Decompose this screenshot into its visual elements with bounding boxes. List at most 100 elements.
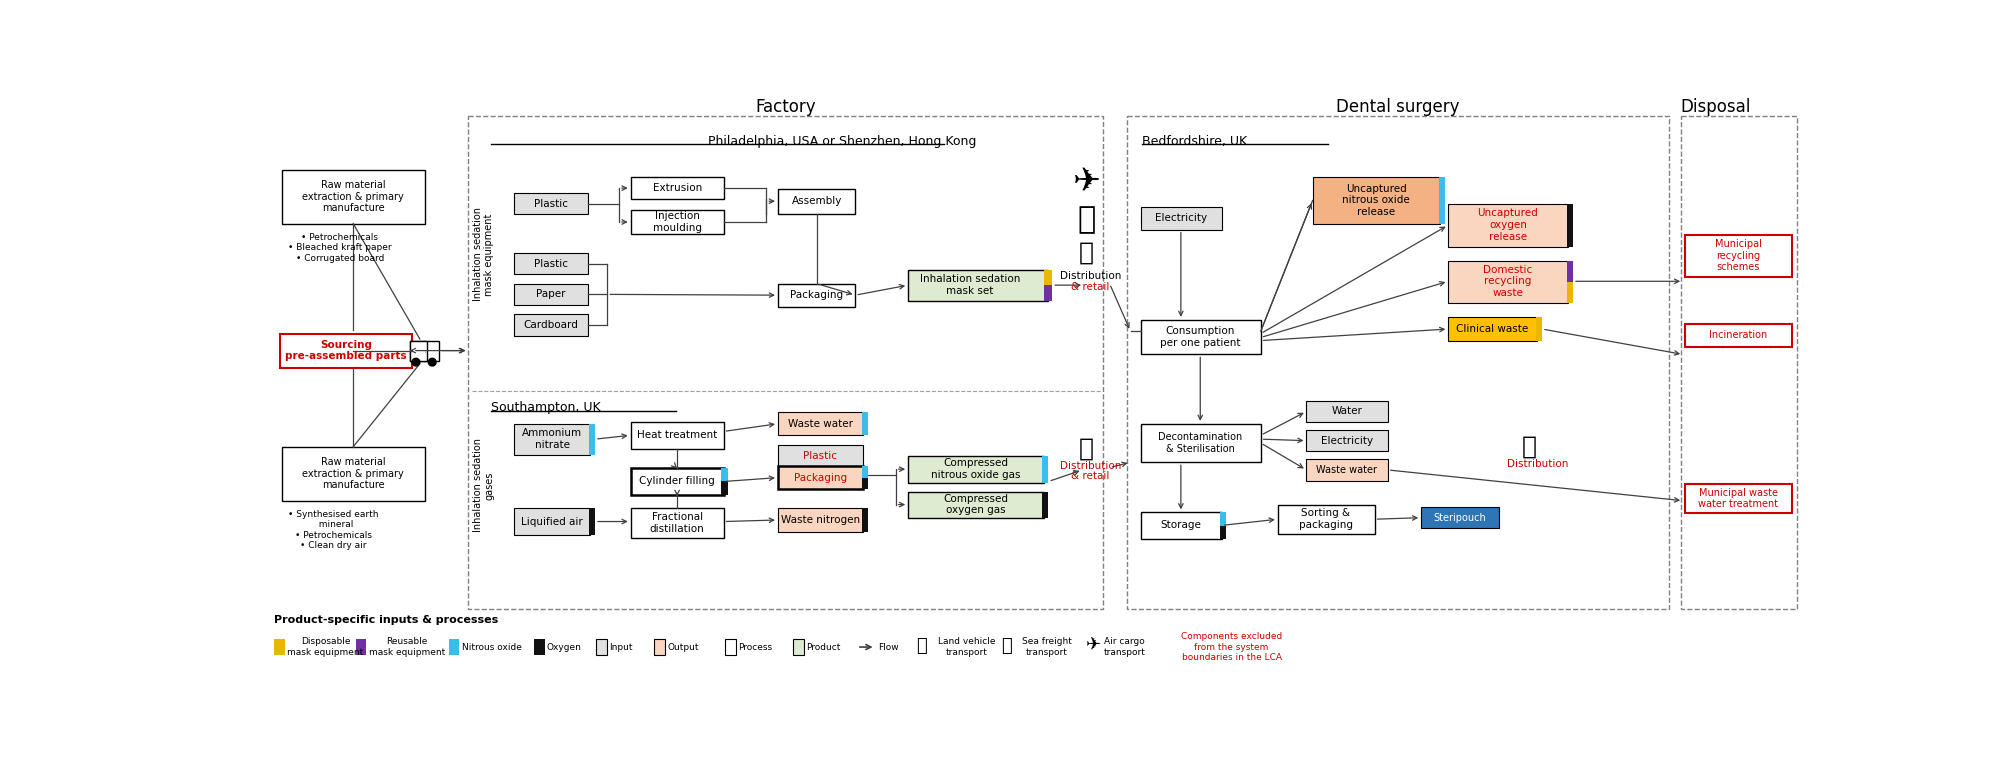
Text: Dental surgery: Dental surgery xyxy=(1337,97,1459,116)
Bar xyxy=(275,639,285,655)
Text: Fractional
distillation: Fractional distillation xyxy=(650,513,704,534)
Text: ⛴: ⛴ xyxy=(1078,205,1096,234)
Bar xyxy=(588,509,594,536)
Text: Oxygen: Oxygen xyxy=(548,642,582,652)
Bar xyxy=(514,424,590,455)
Bar xyxy=(514,193,588,215)
Text: Electricity: Electricity xyxy=(1321,435,1373,445)
Bar xyxy=(514,283,588,305)
Text: Bedfordshire, UK: Bedfordshire, UK xyxy=(1142,135,1246,148)
Text: Reusable
mask equipment: Reusable mask equipment xyxy=(369,638,446,657)
Text: Decontamination
& Sterilisation: Decontamination & Sterilisation xyxy=(1158,432,1242,454)
Text: Electricity: Electricity xyxy=(1154,213,1206,223)
Text: Packaging: Packaging xyxy=(791,290,843,300)
Text: Compressed
oxygen gas: Compressed oxygen gas xyxy=(943,494,1008,516)
Bar xyxy=(1567,205,1573,246)
Text: Raw material
extraction & primary
manufacture: Raw material extraction & primary manufa… xyxy=(303,457,403,490)
Bar xyxy=(907,492,1044,519)
Text: Disposable
mask equipment: Disposable mask equipment xyxy=(287,638,363,657)
Text: Municipal
recycling
schemes: Municipal recycling schemes xyxy=(1714,239,1762,273)
Text: Distribution: Distribution xyxy=(1060,461,1120,471)
Text: Domestic
recycling
waste: Domestic recycling waste xyxy=(1483,265,1533,298)
Text: Uncaptured
oxygen
release: Uncaptured oxygen release xyxy=(1477,208,1537,242)
Bar xyxy=(779,509,863,532)
Bar xyxy=(588,424,594,455)
Bar xyxy=(861,509,867,532)
Text: Compressed
nitrous oxide gas: Compressed nitrous oxide gas xyxy=(931,459,1020,480)
Text: Waste nitrogen: Waste nitrogen xyxy=(781,515,861,525)
Text: Storage: Storage xyxy=(1160,520,1202,530)
Bar xyxy=(1684,323,1792,347)
Text: Uncaptured
nitrous oxide
release: Uncaptured nitrous oxide release xyxy=(1343,184,1411,217)
Text: Product-specific inputs & processes: Product-specific inputs & processes xyxy=(275,615,498,625)
Bar xyxy=(630,469,725,496)
Bar xyxy=(514,252,588,274)
Bar xyxy=(534,639,544,655)
Text: Steripouch: Steripouch xyxy=(1433,513,1487,523)
Bar xyxy=(861,412,867,435)
Bar xyxy=(1449,260,1567,303)
Text: Inhalation sedation
mask equipment: Inhalation sedation mask equipment xyxy=(472,208,494,301)
Text: Input: Input xyxy=(608,642,632,652)
Text: Philadelphia, USA or Shenzhen, Hong Kong: Philadelphia, USA or Shenzhen, Hong Kong xyxy=(708,135,977,148)
Text: ⛴: ⛴ xyxy=(1001,636,1012,655)
Bar xyxy=(281,447,425,501)
Bar xyxy=(630,178,725,199)
Bar xyxy=(1567,260,1573,282)
Bar xyxy=(907,456,1044,483)
Text: Inhalation sedation
mask set: Inhalation sedation mask set xyxy=(919,274,1020,296)
Bar xyxy=(1439,178,1445,224)
Text: Municipal waste
water treatment: Municipal waste water treatment xyxy=(1698,488,1778,510)
Text: Sourcing
pre-assembled parts: Sourcing pre-assembled parts xyxy=(285,340,407,361)
Text: • Synthesised earth
  mineral
• Petrochemicals
• Clean dry air: • Synthesised earth mineral • Petrochemi… xyxy=(289,510,379,550)
Bar xyxy=(861,466,867,478)
Text: Cardboard: Cardboard xyxy=(524,320,578,330)
Text: Paper: Paper xyxy=(536,290,566,300)
Text: Waste water: Waste water xyxy=(789,418,853,428)
Bar xyxy=(1313,178,1441,224)
Text: Plastic: Plastic xyxy=(534,259,568,269)
Text: Ammonium
nitrate: Ammonium nitrate xyxy=(522,428,582,450)
Bar xyxy=(409,340,440,361)
Bar xyxy=(1126,116,1670,608)
Bar xyxy=(1140,424,1260,462)
Text: ✈: ✈ xyxy=(1086,636,1100,655)
Bar xyxy=(1449,205,1567,246)
Text: Incineration: Incineration xyxy=(1710,330,1768,340)
Text: Heat treatment: Heat treatment xyxy=(636,430,716,440)
Text: Components excluded
from the system
boundaries in the LCA: Components excluded from the system boun… xyxy=(1180,632,1282,662)
Text: Process: Process xyxy=(739,642,773,652)
Bar xyxy=(1140,207,1222,230)
Bar xyxy=(1684,484,1792,513)
Text: Cylinder filling: Cylinder filling xyxy=(640,476,714,486)
Bar xyxy=(630,422,725,449)
Text: Disposal: Disposal xyxy=(1680,97,1750,116)
Text: Product: Product xyxy=(807,642,841,652)
Bar xyxy=(281,170,425,224)
Bar xyxy=(1140,513,1222,539)
Bar xyxy=(1307,430,1387,452)
Text: Inhalation sedation
gases: Inhalation sedation gases xyxy=(472,438,494,533)
Text: Flow: Flow xyxy=(879,642,899,652)
Text: Plastic: Plastic xyxy=(534,198,568,208)
Text: • Petrochemicals
• Bleached kraft paper
• Corrugated board: • Petrochemicals • Bleached kraft paper … xyxy=(289,233,391,262)
Circle shape xyxy=(411,358,419,366)
Bar xyxy=(281,334,411,367)
Text: Clinical waste: Clinical waste xyxy=(1457,324,1529,334)
Bar xyxy=(779,466,863,489)
Bar xyxy=(779,283,855,306)
Bar xyxy=(1220,513,1226,527)
Bar xyxy=(1278,505,1375,534)
Text: Assembly: Assembly xyxy=(791,196,841,206)
Bar xyxy=(793,639,805,655)
Text: Injection
moulding: Injection moulding xyxy=(652,212,702,233)
Text: Plastic: Plastic xyxy=(803,451,837,461)
Bar xyxy=(779,445,863,467)
Bar xyxy=(1684,235,1792,277)
Bar xyxy=(1042,492,1048,519)
Bar xyxy=(1567,282,1573,303)
Text: Waste water: Waste water xyxy=(1317,465,1377,475)
Text: Consumption
per one patient: Consumption per one patient xyxy=(1160,326,1240,347)
Text: 🚚: 🚚 xyxy=(1521,435,1537,459)
Bar xyxy=(514,509,590,536)
